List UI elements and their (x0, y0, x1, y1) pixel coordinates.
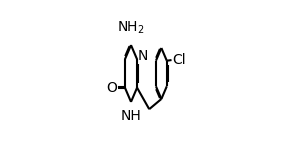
Text: N: N (138, 49, 148, 63)
Text: NH$_2$: NH$_2$ (117, 20, 145, 36)
Text: O: O (106, 81, 117, 95)
Text: Cl: Cl (172, 53, 186, 67)
Text: NH: NH (121, 109, 142, 123)
